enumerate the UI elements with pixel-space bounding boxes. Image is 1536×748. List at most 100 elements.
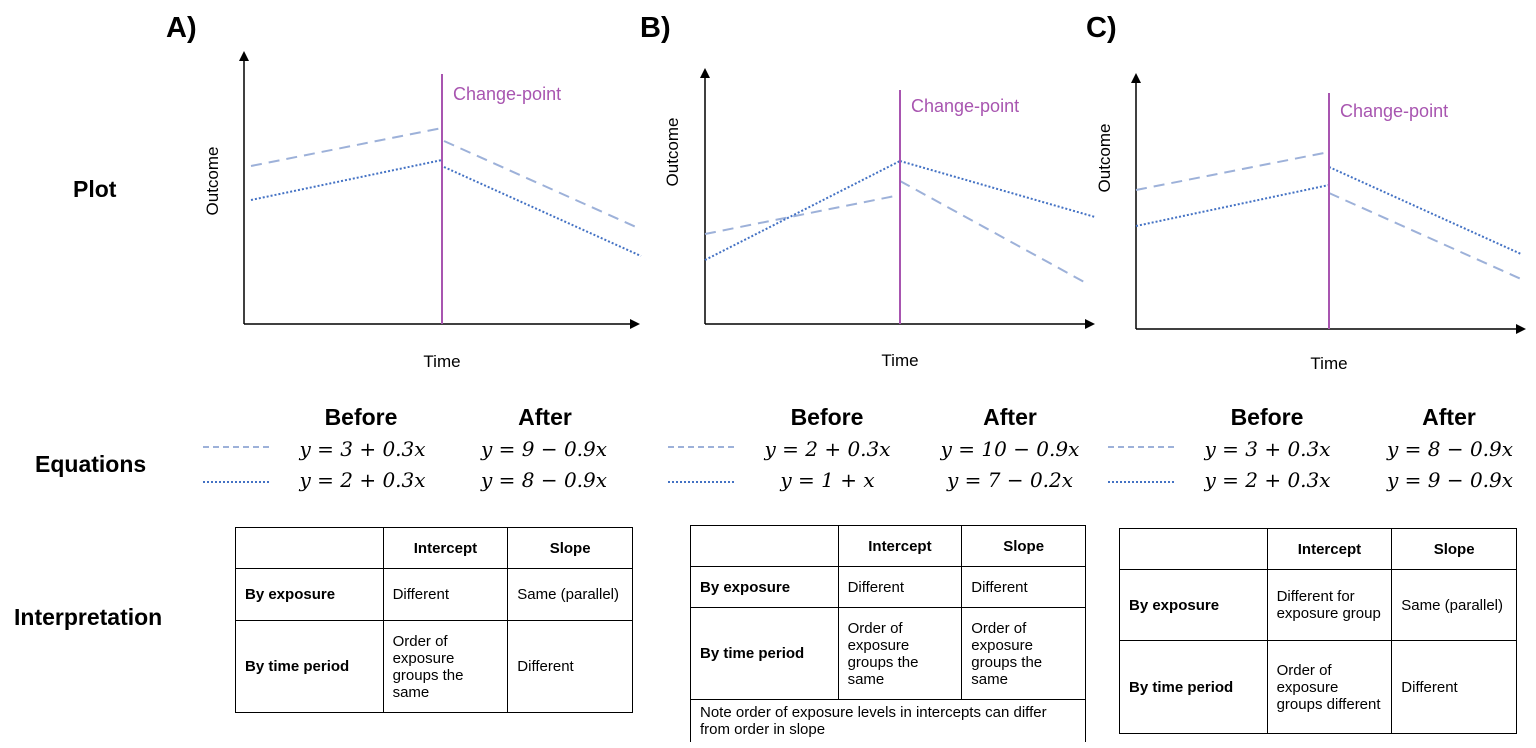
table-cell: Same (parallel) (1392, 570, 1517, 641)
table-row: By time period Order of exposure groups … (691, 608, 1086, 700)
x-axis-label: Time (881, 351, 918, 370)
table-header-row: Intercept Slope (236, 528, 633, 569)
panel-b-eq-dotted-before: y = 1 + x (745, 468, 910, 492)
series-dotted-after (1329, 167, 1521, 254)
table-cell: Order of exposure groups the same (962, 608, 1086, 700)
table-header-cell: Slope (962, 526, 1086, 567)
series-dotted-before (705, 161, 900, 260)
panel-a-plot: Change-point Outcome Time (195, 50, 655, 380)
table-cell: Order of exposure groups the same (383, 621, 508, 713)
legend-dashed-line (668, 446, 734, 448)
table-cell: Order of exposure groups different (1267, 641, 1392, 734)
row-label-equations: Equations (35, 451, 146, 478)
panel-a-after-header: After (480, 404, 610, 431)
panel-c-eq-dashed-after: y = 8 − 0.9x (1370, 437, 1530, 461)
series-dotted-after (900, 161, 1095, 217)
y-axis-label: Outcome (203, 147, 222, 216)
series-dotted-before (1136, 185, 1329, 226)
table-note: Note order of exposure levels in interce… (691, 700, 1086, 743)
x-axis-label: Time (1310, 354, 1347, 373)
y-axis-arrow (700, 68, 710, 78)
panel-b-eq-dashed-after: y = 10 − 0.9x (926, 437, 1094, 461)
table-cell: Different for exposure group (1267, 570, 1392, 641)
panel-c-before-header: Before (1202, 404, 1332, 431)
table-header-cell (1120, 529, 1268, 570)
panel-b-eq-dashed-before: y = 2 + 0.3x (745, 437, 910, 461)
y-axis-label: Outcome (1095, 124, 1114, 193)
panel-b-interpretation-table: Intercept Slope By exposure Different Di… (690, 525, 1086, 742)
panel-b-eq-dotted-after: y = 7 − 0.2x (926, 468, 1094, 492)
y-axis-arrow (1131, 73, 1141, 83)
x-axis-arrow (630, 319, 640, 329)
panel-c-after-header: After (1384, 404, 1514, 431)
table-row-header: By exposure (236, 569, 384, 621)
table-header-cell: Intercept (383, 528, 508, 569)
series-dashed-after (1329, 193, 1521, 279)
table-note-row: Note order of exposure levels in interce… (691, 700, 1086, 743)
panel-b-before-header: Before (762, 404, 892, 431)
panel-a-interpretation-table: Intercept Slope By exposure Different Sa… (235, 527, 633, 713)
series-dotted-before (251, 160, 442, 200)
row-label-plot: Plot (73, 176, 116, 203)
x-axis-label: Time (423, 352, 460, 371)
table-header-row: Intercept Slope (1120, 529, 1517, 570)
panel-a-before-header: Before (296, 404, 426, 431)
table-row: By exposure Different Same (parallel) (236, 569, 633, 621)
panel-a-eq-dotted-after: y = 8 − 0.9x (464, 468, 624, 492)
panel-b-letter: B) (640, 12, 671, 45)
panel-c-eq-dotted-after: y = 9 − 0.9x (1370, 468, 1530, 492)
table-row-header: By exposure (1120, 570, 1268, 641)
series-dashed-before (251, 128, 442, 166)
legend-dotted-line (203, 481, 269, 483)
table-cell: Different (1392, 641, 1517, 734)
y-axis-label: Outcome (663, 118, 682, 187)
table-row: By time period Order of exposure groups … (1120, 641, 1517, 734)
table-row: By time period Order of exposure groups … (236, 621, 633, 713)
series-dashed-before (705, 195, 900, 234)
panel-c-letter: C) (1086, 12, 1117, 45)
table-header-cell: Intercept (1267, 529, 1392, 570)
table-cell: Different (838, 567, 962, 608)
table-header-cell (691, 526, 839, 567)
y-axis-arrow (239, 51, 249, 61)
legend-dotted-line (1108, 481, 1174, 483)
table-row-header: By time period (236, 621, 384, 713)
row-label-interpretation: Interpretation (14, 604, 162, 631)
table-cell: Different (383, 569, 508, 621)
panel-c-interpretation-table: Intercept Slope By exposure Different fo… (1119, 528, 1517, 734)
x-axis-arrow (1516, 324, 1526, 334)
table-header-cell: Slope (508, 528, 633, 569)
table-cell: Different (508, 621, 633, 713)
changepoint-label: Change-point (1340, 101, 1448, 121)
table-cell: Same (parallel) (508, 569, 633, 621)
table-header-row: Intercept Slope (691, 526, 1086, 567)
table-cell: Order of exposure groups the same (838, 608, 962, 700)
panel-c-eq-dotted-before: y = 2 + 0.3x (1185, 468, 1350, 492)
legend-dashed-line (1108, 446, 1174, 448)
table-row: By exposure Different for exposure group… (1120, 570, 1517, 641)
panel-a-eq-dashed-after: y = 9 − 0.9x (464, 437, 624, 461)
panel-a-eq-dashed-before: y = 3 + 0.3x (280, 437, 445, 461)
series-dashed-before (1136, 152, 1329, 190)
table-row-header: By exposure (691, 567, 839, 608)
panel-a-eq-dotted-before: y = 2 + 0.3x (280, 468, 445, 492)
panel-a-letter: A) (166, 12, 197, 45)
legend-dotted-line (668, 481, 734, 483)
panel-c-plot: Change-point Outcome Time (1085, 60, 1536, 390)
series-dashed-after (444, 141, 636, 227)
series-dashed-after (900, 181, 1086, 283)
panel-b-after-header: After (945, 404, 1075, 431)
table-row-header: By time period (1120, 641, 1268, 734)
table-header-cell: Slope (1392, 529, 1517, 570)
table-row: By exposure Different Different (691, 567, 1086, 608)
table-cell: Different (962, 567, 1086, 608)
panel-b-plot: Change-point Outcome Time (655, 60, 1115, 390)
changepoint-label: Change-point (911, 96, 1019, 116)
panel-c-eq-dashed-before: y = 3 + 0.3x (1185, 437, 1350, 461)
table-header-cell (236, 528, 384, 569)
changepoint-label: Change-point (453, 84, 561, 104)
legend-dashed-line (203, 446, 269, 448)
series-dotted-after (444, 167, 641, 256)
table-header-cell: Intercept (838, 526, 962, 567)
table-row-header: By time period (691, 608, 839, 700)
